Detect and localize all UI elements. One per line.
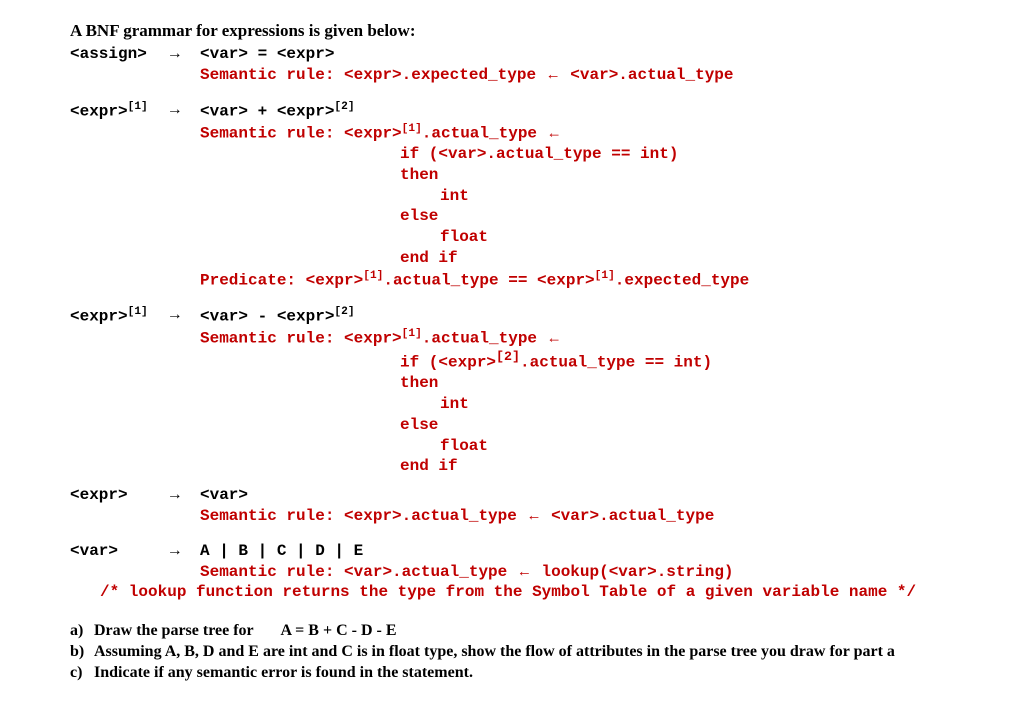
lhs-expr: <expr> <box>70 485 170 506</box>
arrow: → <box>170 100 200 121</box>
rule-expr-plus: <expr>[1] → <var> + <expr>[2] Semantic r… <box>70 100 971 291</box>
cond-block-minus: if (<expr>[2].actual_type == int) then i… <box>400 349 971 477</box>
rhs-abcde: A | B | C | D | E <box>200 541 971 562</box>
sem-label: Semantic rule: <box>200 124 334 142</box>
sem-rhs: <var>.actual_type <box>551 507 714 525</box>
cond-float: float <box>440 436 971 457</box>
q-text: Assuming A, B, D and E are int and C is … <box>94 642 971 663</box>
sem-lhs: <expr>.expected_type <box>344 66 536 84</box>
cond-int: int <box>440 186 971 207</box>
sem-label: Semantic rule: <box>200 507 334 525</box>
q-label: a) <box>70 621 94 642</box>
questions: a) Draw the parse tree for A = B + C - D… <box>70 621 971 683</box>
arrow: → <box>170 485 200 506</box>
arrow: → <box>170 44 200 65</box>
question-a: a) Draw the parse tree for A = B + C - D… <box>70 621 971 642</box>
left-arrow-icon: ← <box>526 507 541 524</box>
sem-lhs: <expr>.actual_type <box>344 507 517 525</box>
q-text: Indicate if any semantic error is found … <box>94 663 971 684</box>
cond-int: int <box>440 394 971 415</box>
sem-expr-plus: Semantic rule: <expr>[1].actual_type ← <box>200 122 971 144</box>
rhs-var: <var> <box>200 485 971 506</box>
left-arrow-icon: ← <box>546 66 561 83</box>
cond-else: else <box>400 415 971 436</box>
q-label: c) <box>70 663 94 684</box>
q-label: b) <box>70 642 94 663</box>
sem-assign: Semantic rule: <expr>.expected_type ← <v… <box>200 65 971 86</box>
sem-lhs: <var>.actual_type <box>344 563 507 581</box>
rhs-expr-plus: <var> + <expr>[2] <box>200 100 971 122</box>
sem-rhs: <var>.actual_type <box>570 66 733 84</box>
lhs-assign: <assign> <box>70 44 170 65</box>
sem-rhs: lookup(<var>.string) <box>541 563 733 581</box>
cond-then: then <box>400 373 971 394</box>
lhs-var: <var> <box>70 541 170 562</box>
cond-if: if (<var>.actual_type == int) <box>400 144 971 165</box>
arrow: → <box>170 305 200 326</box>
sem-label: Semantic rule: <box>200 66 334 84</box>
rhs-assign: <var> = <expr> <box>200 44 971 65</box>
lhs-expr1: <expr>[1] <box>70 100 170 122</box>
rule-expr-var: <expr> → <var> Semantic rule: <expr>.act… <box>70 485 971 527</box>
arrow: → <box>170 541 200 562</box>
cond-then: then <box>400 165 971 186</box>
pred-label: Predicate: <box>200 271 296 289</box>
question-b: b) Assuming A, B, D and E are int and C … <box>70 642 971 663</box>
left-arrow-icon: ← <box>547 329 562 346</box>
cond-end: end if <box>400 248 971 269</box>
cond-else: else <box>400 206 971 227</box>
cond-block-plus: if (<var>.actual_type == int) then int e… <box>400 144 971 269</box>
sem-label: Semantic rule: <box>200 329 334 347</box>
sem-expr-minus: Semantic rule: <expr>[1].actual_type ← <box>200 327 971 349</box>
question-c: c) Indicate if any semantic error is fou… <box>70 663 971 684</box>
sem-expr-var: Semantic rule: <expr>.actual_type ← <var… <box>200 506 971 527</box>
rhs-expr-minus: <var> - <expr>[2] <box>200 305 971 327</box>
predicate-plus: Predicate: <expr>[1].actual_type == <exp… <box>200 269 971 291</box>
comment-lookup: /* lookup function returns the type from… <box>100 582 971 603</box>
sem-var: Semantic rule: <var>.actual_type ← looku… <box>200 562 971 583</box>
sem-label: Semantic rule: <box>200 563 334 581</box>
left-arrow-icon: ← <box>547 124 562 141</box>
heading: A BNF grammar for expressions is given b… <box>70 20 971 42</box>
cond-if: if (<expr>[2].actual_type == int) <box>400 349 971 373</box>
lhs-expr1b: <expr>[1] <box>70 305 170 327</box>
q-text: Draw the parse tree for <box>94 622 253 639</box>
cond-end: end if <box>400 456 971 477</box>
rule-assign: <assign> → <var> = <expr> Semantic rule:… <box>70 44 971 86</box>
rule-expr-minus: <expr>[1] → <var> - <expr>[2] Semantic r… <box>70 305 971 477</box>
q-expression: A = B + C - D - E <box>280 622 396 639</box>
rule-var: <var> → A | B | C | D | E Semantic rule:… <box>70 541 971 603</box>
left-arrow-icon: ← <box>517 563 532 580</box>
cond-float: float <box>440 227 971 248</box>
